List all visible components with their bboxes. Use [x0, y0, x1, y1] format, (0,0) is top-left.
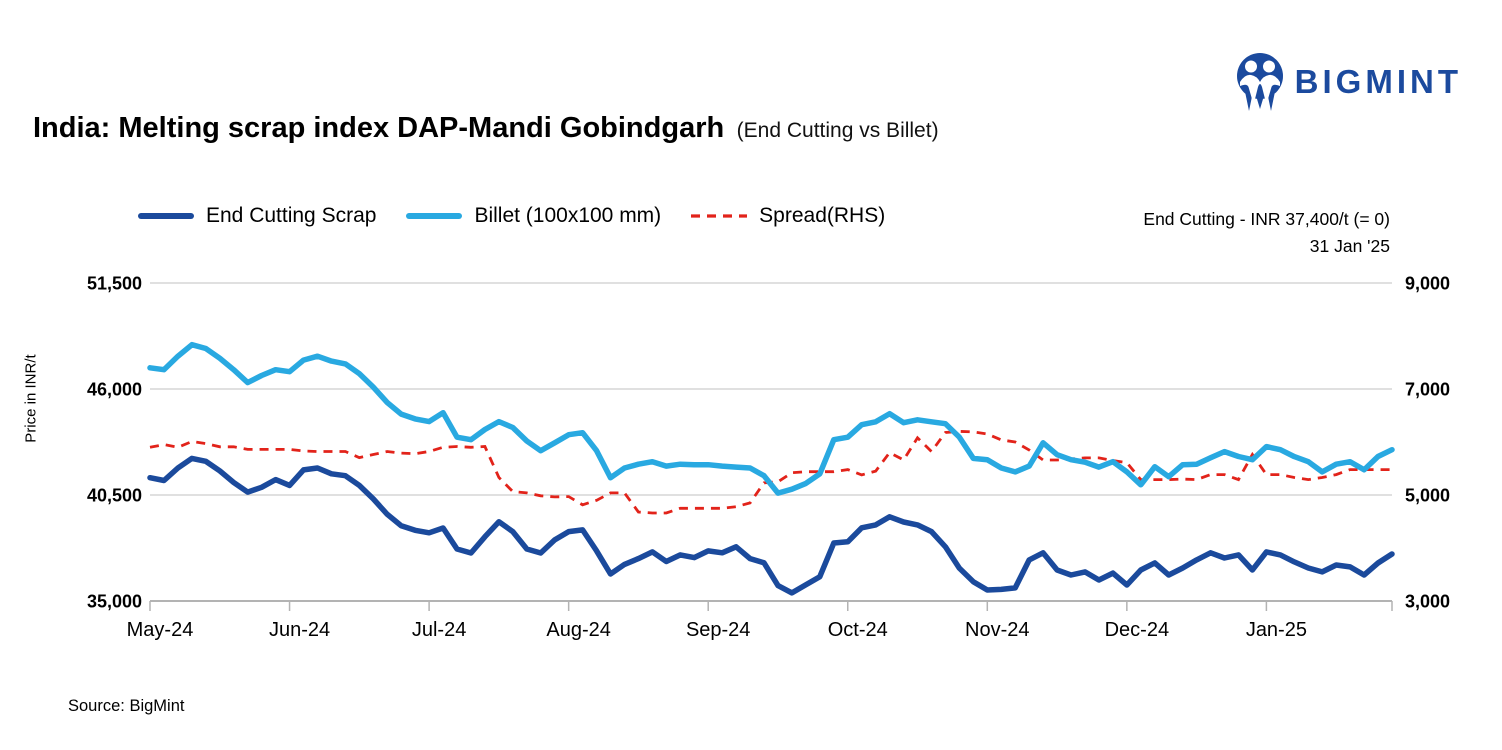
chart-title-main: India: Melting scrap index DAP-Mandi Gob… [33, 112, 725, 144]
chart-title: India: Melting scrap index DAP-Mandi Gob… [33, 112, 939, 145]
x-axis-tick-label: Sep-24 [686, 619, 751, 641]
left-axis-tick-label: 40,500 [87, 486, 142, 506]
x-axis-tick-label: Jan-25 [1246, 619, 1307, 641]
right-axis-tick-label: 7,000 [1405, 380, 1450, 400]
right-axis-tick-label: 9,000 [1405, 274, 1450, 294]
legend-item-billet: Billet (100x100 mm) [406, 204, 661, 228]
x-axis-tick-label: Oct-24 [828, 619, 888, 641]
left-axis-tick-label: 51,500 [87, 274, 142, 294]
bigmint-logo-text: BIGMINT [1294, 63, 1462, 100]
annotation-date: 31 Jan '25 [1309, 236, 1390, 257]
x-axis-tick-label: Dec-24 [1105, 619, 1169, 641]
legend-swatch-end-cutting [138, 213, 194, 219]
chart-legend: End Cutting Scrap Billet (100x100 mm) Sp… [138, 204, 885, 228]
x-axis-tick-label: May-24 [127, 619, 194, 641]
billet-line [147, 341, 1395, 496]
right-axis-tick-label: 5,000 [1405, 486, 1450, 506]
legend-label-billet: Billet (100x100 mm) [474, 204, 662, 227]
right-axis-tick-label: 3,000 [1405, 592, 1450, 612]
legend-label-end-cutting: End Cutting Scrap [206, 204, 377, 227]
x-axis-ticks [149, 601, 1393, 611]
x-axis-tick-label: Jun-24 [269, 619, 330, 641]
bigmint-logo-icon [1236, 53, 1283, 111]
left-axis-tick-label: 46,000 [87, 380, 142, 400]
x-axis-tick-label: Nov-24 [965, 619, 1029, 641]
x-axis-tick-label: Aug-24 [546, 619, 611, 641]
legend-item-spread: Spread(RHS) [691, 204, 885, 228]
chart-title-suffix: (End Cutting vs Billet) [736, 119, 939, 142]
annotation-price: End Cutting - INR 37,400/t (= 0) [1143, 209, 1390, 229]
gridlines [150, 282, 1392, 602]
left-axis-tick-label: 35,000 [87, 592, 142, 612]
x-axis-tick-label: Jul-24 [412, 619, 466, 641]
legend-item-end-cutting: End Cutting Scrap [138, 204, 376, 228]
right-axis-labels: 3,000 5,000 7,000 9,000 [1405, 274, 1450, 612]
end-cutting-line [147, 455, 1395, 596]
x-axis-labels: May-24 Jun-24 Jul-24 Aug-24 Sep-24 Oct-24 Nov-… [127, 619, 1307, 641]
latest-price-annotation: End Cutting - INR 37,400/t (= 0) 31 Jan … [1143, 206, 1390, 260]
bigmint-logo: BIGMINT [1235, 52, 1462, 112]
legend-swatch-billet [406, 213, 463, 219]
left-axis-labels: 35,000 40,500 46,000 51,500 [87, 274, 142, 612]
legend-label-spread: Spread(RHS) [759, 204, 886, 227]
source-note: Source: BigMint [68, 697, 185, 715]
